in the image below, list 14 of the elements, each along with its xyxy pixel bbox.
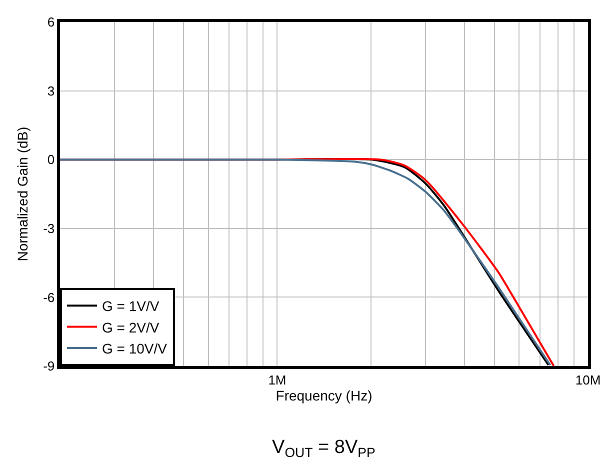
legend-label: G = 1V/V (102, 298, 160, 314)
y-tick-label: -6 (43, 290, 55, 305)
y-axis-title: Normalized Gain (dB) (14, 126, 31, 262)
legend-label: G = 10V/V (102, 340, 168, 356)
legend-label: G = 2V/V (102, 319, 160, 336)
x-axis-title: Frequency (Hz) (276, 387, 372, 404)
x-tick-label: 10M (575, 372, 601, 388)
y-tick-label: -3 (43, 220, 55, 236)
text: V$_{OUT}$ = 8V$_{PP}$ (272, 437, 376, 460)
y-tick-label: 0 (47, 152, 55, 168)
y-tick-label: 6 (47, 14, 55, 30)
x-tick-label: 1M (268, 372, 286, 388)
y-tick-label: 3 (47, 83, 55, 98)
y-tick-label: -9 (43, 358, 55, 374)
